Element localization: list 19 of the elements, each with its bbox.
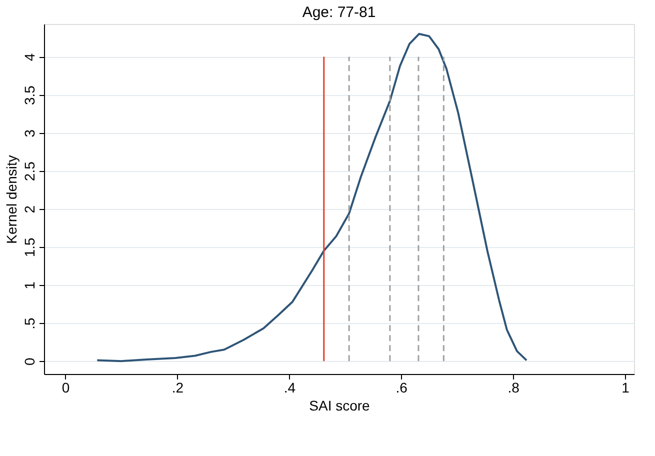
chart-title: Age: 77-81 <box>302 4 376 21</box>
y-tick-label: 4 <box>22 53 38 62</box>
y-tick-label: 3 <box>22 129 38 138</box>
y-tick-label: 2.5 <box>22 161 38 182</box>
y-axis-title: Kernel density <box>4 155 20 244</box>
y-tick-label: .5 <box>22 317 38 330</box>
y-tick-label: 3.5 <box>22 85 38 105</box>
y-tick-label: 0 <box>22 357 38 366</box>
y-tick-label: 2 <box>22 205 38 214</box>
x-tick-label: 0 <box>62 380 70 396</box>
line-series <box>96 32 528 362</box>
x-tick-label: .4 <box>284 380 296 396</box>
x-axis-title: SAI score <box>309 398 370 414</box>
y-tick-label: 1 <box>22 281 38 290</box>
y-tick-label: 1.5 <box>22 237 38 258</box>
x-tick-label: .6 <box>396 380 408 396</box>
x-tick-label: .8 <box>508 380 520 396</box>
x-tick-label: 1 <box>622 380 630 396</box>
x-tick-label: .2 <box>172 380 184 396</box>
